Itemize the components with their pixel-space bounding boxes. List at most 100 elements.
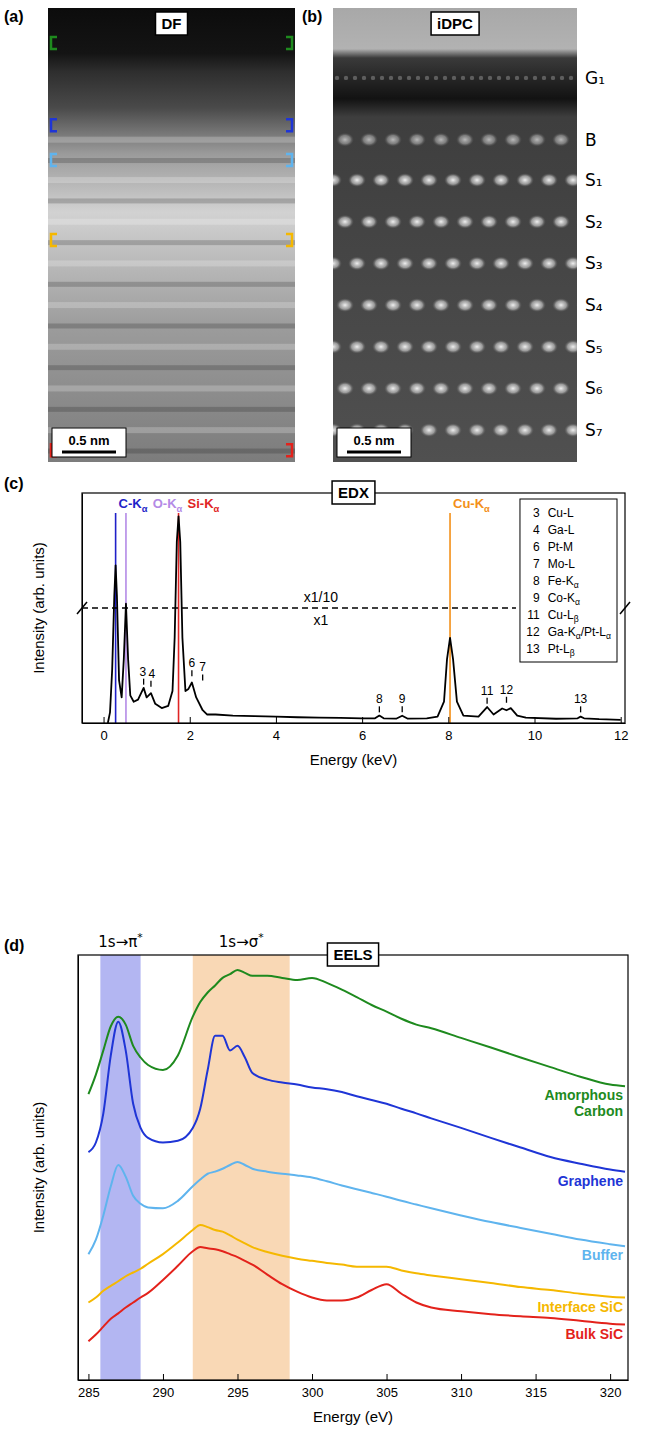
title-box: iDPC [431, 12, 479, 35]
atom [333, 173, 342, 187]
text-run: Si-K [188, 496, 215, 511]
series-label: Buffer [582, 1247, 624, 1263]
scale-bar: 0.5 nm [337, 428, 411, 457]
layer-label: S₁ [585, 170, 603, 190]
legend-label: Cu-L [548, 506, 574, 520]
reference-line [449, 513, 451, 723]
atom [425, 76, 429, 80]
legend-frame [520, 499, 617, 662]
text-run: α [574, 580, 579, 590]
tick: 315 [525, 1374, 547, 1400]
text-run: /Pt-L [581, 625, 607, 639]
legend-label: Pt-Lβ [548, 642, 575, 658]
spectrum-line [88, 970, 625, 1094]
atom [528, 215, 546, 229]
text-run: * [258, 931, 264, 944]
atom [468, 173, 486, 187]
reference-line [178, 513, 180, 723]
series-label: Bulk SiC [565, 1326, 623, 1342]
legend-label: Pt-M [548, 540, 573, 554]
atom [372, 173, 390, 187]
tick-label: 4 [273, 728, 280, 743]
atom [540, 173, 558, 187]
tick-label: 320 [600, 1385, 622, 1400]
tick: 310 [451, 1374, 473, 1400]
peak-marker [506, 697, 507, 703]
peak-label: 7 [199, 660, 206, 674]
text-run: Pt-L [548, 642, 570, 656]
atom [333, 340, 342, 354]
text-run: 1s→σ [219, 933, 259, 951]
image-stripe [48, 385, 295, 391]
reference-line [115, 513, 117, 723]
text-run: Buffer [582, 1247, 624, 1263]
atom [456, 133, 474, 147]
atom [384, 133, 402, 147]
image-stripe [48, 282, 295, 287]
atom [540, 256, 558, 270]
peak-marker [150, 681, 151, 687]
legend-number: 11 [527, 608, 540, 622]
legend-number: 3 [533, 506, 540, 520]
atom [452, 76, 456, 80]
peak-marker [143, 679, 144, 685]
tick: 320 [600, 1374, 622, 1400]
background [0, 0, 648, 1431]
atom [552, 298, 570, 312]
peak-marker [402, 706, 403, 712]
region-bracket [51, 234, 57, 246]
tick-label: 12 [614, 728, 628, 743]
atom [552, 381, 570, 395]
atom [344, 76, 348, 80]
spectrum-line [88, 1225, 625, 1303]
title: iDPC [437, 15, 473, 32]
atom [444, 256, 462, 270]
tick-label: 285 [78, 1385, 100, 1400]
atom [528, 381, 546, 395]
image-stripe [48, 302, 295, 308]
atom [416, 76, 420, 80]
image-stripe [48, 365, 295, 370]
atom [434, 76, 438, 80]
x-axis-title: Energy (keV) [310, 751, 398, 768]
tick: 8 [445, 717, 452, 743]
scale-bar-line [347, 451, 401, 454]
image-stripe [48, 158, 295, 163]
tick: 12 [614, 717, 628, 743]
region-bracket [51, 154, 57, 166]
atom [335, 76, 339, 80]
atom [461, 76, 465, 80]
atom [384, 298, 402, 312]
atom [444, 173, 462, 187]
text-run: α [606, 631, 611, 641]
text-run: * [137, 931, 143, 944]
atom [504, 133, 522, 147]
atom [480, 381, 498, 395]
atom [564, 340, 577, 354]
title-box-frame [156, 12, 188, 35]
legend-label: Co-Kα [548, 591, 580, 607]
tick-mark [362, 717, 363, 723]
legend-number: 6 [533, 540, 540, 554]
reference-label: Si-Kα [188, 496, 220, 514]
atom [480, 298, 498, 312]
figure: DF0.5 nmiDPC0.5 nm(a)(b)G₁BS₁S₂S₃S₄S₅S₆S… [0, 0, 648, 1431]
scale-bar: 0.5 nm [52, 428, 126, 457]
x-axis-title: Energy (eV) [313, 1408, 393, 1425]
tick: 285 [78, 1374, 100, 1400]
title-box: DF [156, 12, 188, 35]
atom [504, 381, 522, 395]
atom [444, 423, 462, 437]
atom [480, 215, 498, 229]
atom [420, 173, 438, 187]
atom [576, 133, 577, 147]
atom [516, 340, 534, 354]
text-run: α [484, 504, 490, 514]
atom [468, 340, 486, 354]
plot-frame [78, 955, 628, 1380]
tick: 290 [153, 1374, 175, 1400]
image-stripe [48, 260, 295, 266]
atom [576, 381, 577, 395]
atom [396, 256, 414, 270]
break-label: x1/10 [304, 589, 338, 605]
